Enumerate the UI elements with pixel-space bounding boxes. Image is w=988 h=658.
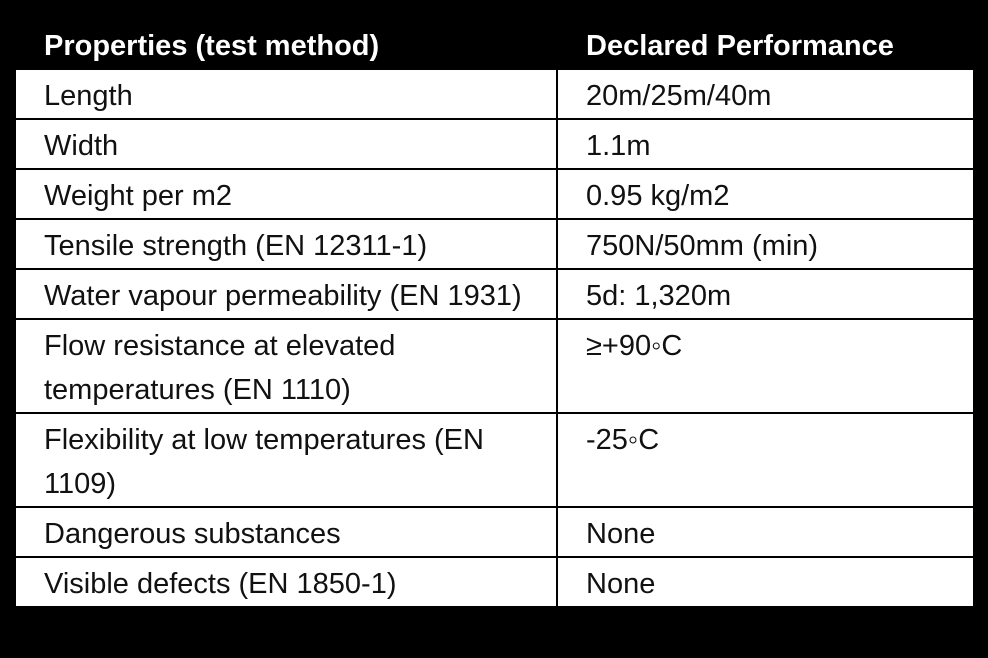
property-cell: Flow resistance at elevated temperatures… xyxy=(14,318,558,414)
property-cell: Width xyxy=(14,118,558,170)
table-row: Flow resistance at elevated temperatures… xyxy=(14,318,975,414)
property-cell: Weight per m2 xyxy=(14,168,558,220)
table-row: Width 1.1m xyxy=(14,118,975,170)
property-cell: Length xyxy=(14,68,558,120)
property-cell: Dangerous substances xyxy=(14,506,558,558)
table-row: Visible defects (EN 1850-1) None xyxy=(14,556,975,608)
table-row: Water vapour permeability (EN 1931) 5d: 1… xyxy=(14,268,975,320)
table-row: Flexibility at low temperatures (EN 1109… xyxy=(14,412,975,508)
value-cell: 1.1m xyxy=(556,118,975,170)
properties-table: Properties (test method) Declared Perform… xyxy=(14,20,975,608)
value-cell: 750N/50mm (min) xyxy=(556,218,975,270)
value-cell: 0.95 kg/m2 xyxy=(556,168,975,220)
table-row: Length 20m/25m/40m xyxy=(14,68,975,120)
value-cell: -25◦C xyxy=(556,412,975,508)
value-cell: 5d: 1,320m xyxy=(556,268,975,320)
property-cell: Visible defects (EN 1850-1) xyxy=(14,556,558,608)
property-cell: Water vapour permeability (EN 1931) xyxy=(14,268,558,320)
header-row: Properties (test method) Declared Perform… xyxy=(14,20,975,70)
value-cell: None xyxy=(556,556,975,608)
table-row: Tensile strength (EN 12311-1) 750N/50mm (… xyxy=(14,218,975,270)
table-row: Dangerous substances None xyxy=(14,506,975,558)
table-row: Weight per m2 0.95 kg/m2 xyxy=(14,168,975,220)
property-cell: Tensile strength (EN 12311-1) xyxy=(14,218,558,270)
header-cell: Declared Performance xyxy=(556,20,975,70)
value-cell: ≥+90◦C xyxy=(556,318,975,414)
header-cell: Properties (test method) xyxy=(14,20,558,70)
value-cell: None xyxy=(556,506,975,558)
property-cell: Flexibility at low temperatures (EN 1109… xyxy=(14,412,558,508)
value-cell: 20m/25m/40m xyxy=(556,68,975,120)
